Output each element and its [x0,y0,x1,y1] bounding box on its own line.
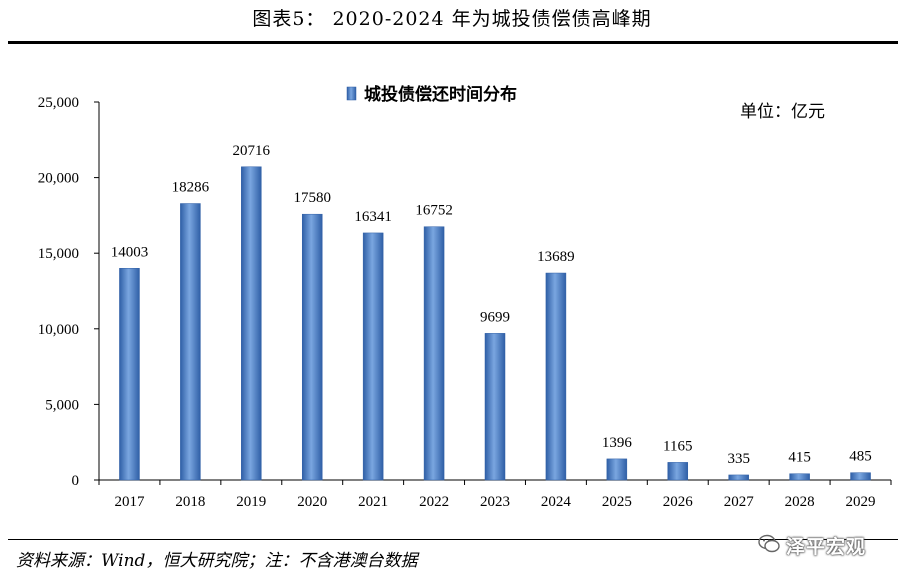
bar-value-label: 335 [727,451,750,467]
y-tick-label: 10,000 [38,322,79,338]
x-tick-label: 2027 [724,494,755,510]
bar-value-label: 13689 [537,249,575,265]
bar [119,268,140,481]
bar [241,166,262,481]
bar [667,462,689,481]
chart-bars [119,166,871,481]
x-tick-label: 2024 [541,494,572,510]
bar [301,213,323,481]
chart-legend: 城投债偿还时间分布 [346,84,517,105]
bar-value-label: 20716 [233,143,271,159]
bar-value-label: 1396 [602,435,633,451]
x-tick-label: 2019 [236,494,266,510]
y-tick-label: 0 [72,473,80,489]
source-note: 资料来源：Wind，恒大研究院；注：不含港澳台数据 [16,551,418,571]
y-tick-label: 25,000 [38,95,79,111]
y-tick-label: 20,000 [38,171,79,187]
bar [606,458,628,481]
x-tick-label: 2026 [663,494,694,510]
title-divider [8,41,898,44]
bar [180,203,201,481]
bar-value-label: 415 [788,450,811,466]
x-tick-label: 2028 [785,494,815,510]
bar-value-label: 9699 [480,309,510,325]
bar [423,226,445,481]
x-tick-label: 2025 [602,494,632,510]
bar-value-label: 17580 [293,190,331,206]
x-tick-label: 2023 [480,494,510,510]
wechat-icon [758,534,780,553]
bar-value-label: 485 [849,449,872,465]
chart-axes: 0 5,000 10,000 15,000 20,000 25,000 2017 2018 20… [38,95,892,510]
bar [850,472,871,481]
bar-chart: 0 5,000 10,000 15,000 20,000 25,000 2017 2018 20… [38,84,892,510]
watermark: 泽平宏观 [758,530,888,560]
x-tick-label: 2021 [358,494,388,510]
bar [362,232,384,481]
x-tick-label: 2017 [114,494,145,510]
bar [545,272,567,481]
source-divider [8,539,898,540]
x-tick-label: 2029 [846,494,876,510]
figure-title: 图表5： 2020-2024 年为城投债偿债高峰期 [252,8,652,30]
bar-value-label: 18286 [172,180,210,196]
bar-value-label: 1165 [663,438,692,454]
bar-value-label: 16752 [415,203,453,219]
bar-value-label: 16341 [354,209,392,225]
y-tick-label: 15,000 [38,246,79,262]
chart-value-labels: 14003 18286 20716 17580 16341 16752 9699 13689 1… [111,143,872,467]
watermark-text: 泽平宏观 [786,536,867,558]
bar [728,474,749,481]
bar [789,473,810,481]
x-tick-label: 2018 [175,494,205,510]
x-tick-label: 2020 [297,494,327,510]
y-tick-label: 5,000 [45,397,79,413]
legend-label: 城投债偿还时间分布 [364,84,517,105]
bar [484,333,506,481]
bar-value-label: 14003 [111,244,149,260]
unit-label: 单位：亿元 [740,102,825,122]
legend-swatch [346,86,357,101]
x-tick-label: 2022 [419,494,449,510]
